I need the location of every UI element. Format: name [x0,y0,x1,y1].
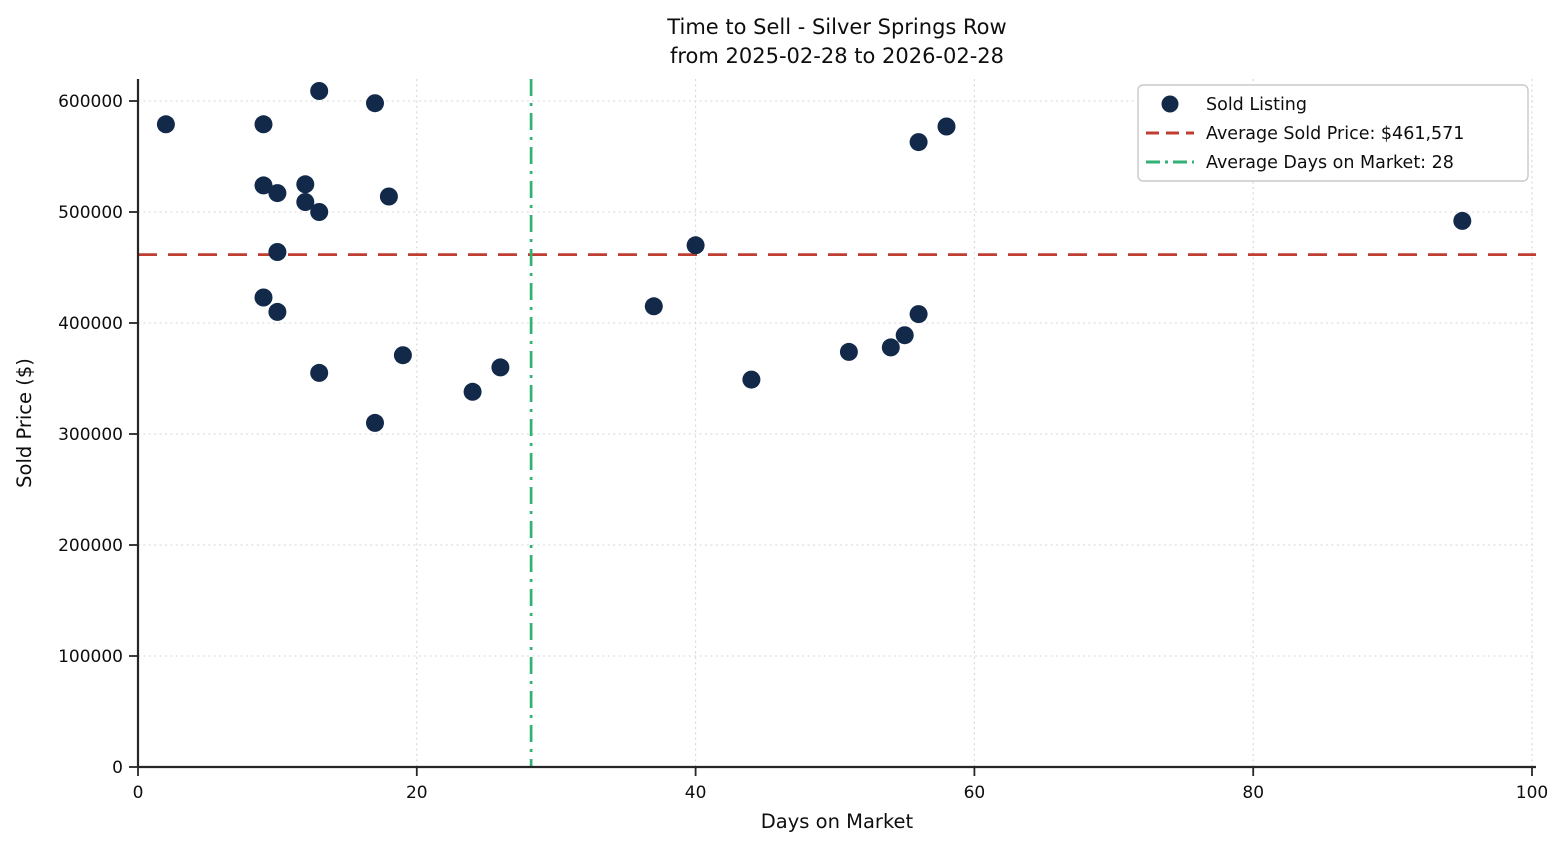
legend-marker-dot [1161,95,1179,113]
scatter-point [463,382,482,401]
x-tick-label: 60 [964,783,986,803]
scatter-point [491,358,510,377]
scatter-point [881,338,900,357]
scatter-point [909,133,928,152]
scatter-point [937,117,956,136]
legend: Sold Listing Average Sold Price: $461,571… [1137,84,1529,182]
scatter-point [644,297,663,316]
scatter-point [379,187,398,206]
scatter-point [156,115,175,134]
y-tick-label: 500000 [58,203,123,223]
legend-label: Average Days on Market: 28 [1206,153,1454,173]
scatter-point [310,82,329,100]
legend-label: Sold Listing [1206,95,1307,115]
scatter-point [393,346,412,365]
scatter-point [909,305,928,324]
scatter-point [742,370,761,389]
legend-box [1137,84,1529,182]
axes-spines [136,79,1536,769]
y-tick-label: 600000 [58,92,123,112]
x-tick-label: 40 [685,783,707,803]
scatter-point [1453,211,1472,230]
scatter-point [686,236,705,255]
chart-title-line1: Time to Sell - Silver Springs Row [666,15,1006,39]
y-tick-label: 200000 [58,536,123,556]
scatter-point [839,342,858,361]
scatter-point [296,175,315,194]
scatter-point [366,413,384,432]
scatter-point [268,184,287,203]
x-tick-label: 0 [133,783,144,803]
sold-listing-points [156,82,1472,432]
scatter-point [268,243,287,261]
y-tick-label: 400000 [58,314,123,334]
scatter-point [268,302,287,321]
y-tick-label: 300000 [58,425,123,445]
x-axis-label: Days on Market [761,810,914,833]
scatter-point [366,94,384,113]
scatter-point [310,363,329,382]
scatter-point [296,193,315,211]
y-tick-label: 0 [112,758,123,778]
scatter-point [254,115,273,134]
gridlines [138,79,1536,767]
x-tick-label: 100 [1516,783,1548,803]
scatter-point [254,288,273,307]
tick-labels: 0 20 40 60 80 100 0 100000 200000 300000 400000 500… [58,92,1548,803]
y-tick-label: 100000 [58,647,123,667]
average-reference-lines [138,79,1536,767]
y-axis-label: Sold Price ($) [13,358,36,488]
scatter-point [310,203,329,221]
tick-marks [129,100,1533,776]
chart-title-line2: from 2025-02-28 to 2026-02-28 [670,44,1004,68]
x-tick-label: 80 [1242,783,1264,803]
legend-label: Average Sold Price: $461,571 [1206,124,1464,144]
scatter-point [895,326,914,345]
scatter-point [254,176,273,195]
x-tick-label: 20 [406,783,428,803]
